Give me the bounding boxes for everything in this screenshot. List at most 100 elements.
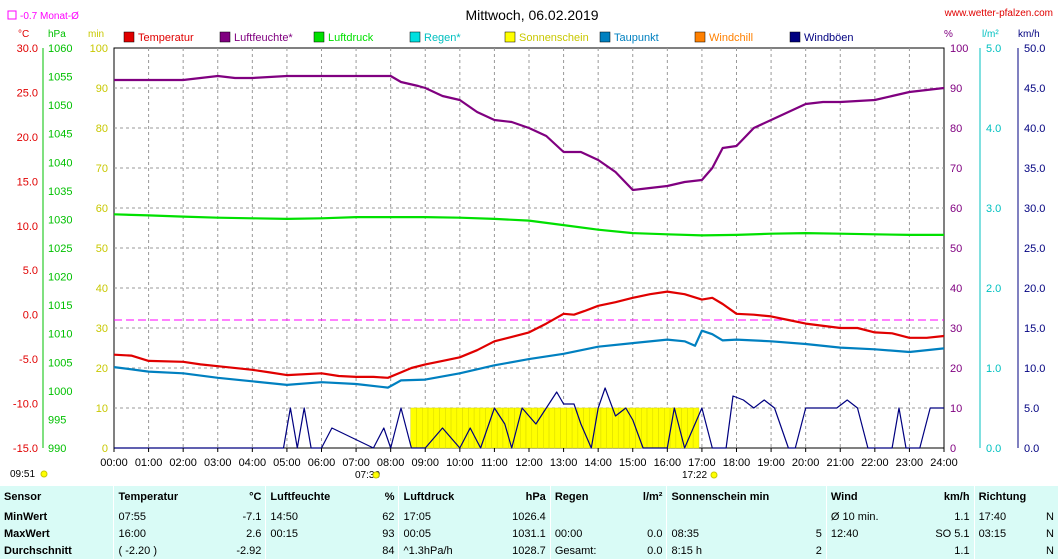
minutes-tick-label: 50 bbox=[96, 243, 108, 255]
stats-cell-w-time: 12:40 bbox=[825, 525, 911, 542]
sunshine-bar bbox=[617, 407, 625, 449]
press-tick-label: 1020 bbox=[48, 272, 72, 284]
press-tick-label: 1055 bbox=[48, 72, 72, 84]
hdr-sensor: Sensor bbox=[4, 491, 42, 503]
stats-cell-label: MinWert bbox=[4, 510, 48, 523]
stats-cell-r-val bbox=[625, 508, 667, 525]
unit-press: hPa bbox=[48, 29, 66, 40]
x-tick-label: 01:00 bbox=[135, 457, 163, 469]
wind-tick-label: 50.0 bbox=[1024, 43, 1045, 55]
stats-table: Sensor Temperatur °C Luftfeuchte % Luftd… bbox=[0, 486, 1058, 559]
minutes-tick-label: 70 bbox=[96, 163, 108, 175]
x-tick-label: 17:00 bbox=[688, 457, 716, 469]
hdr-humidity: Luftfeuchte bbox=[265, 486, 368, 508]
wind-tick-label: 25.0 bbox=[1024, 243, 1045, 255]
temp-tick-label: 20.0 bbox=[17, 132, 38, 144]
temp-tick-label: -10.0 bbox=[13, 399, 38, 411]
x-tick-label: 14:00 bbox=[584, 457, 612, 469]
stats-cell-w-time: Ø 10 min. bbox=[825, 508, 911, 525]
pct-tick-label: 80 bbox=[950, 123, 962, 135]
x-tick-label: 06:00 bbox=[308, 457, 336, 469]
stats-cell-w-val: 1.1 bbox=[954, 510, 970, 523]
x-tick-label: 18:00 bbox=[723, 457, 751, 469]
stats-cell-r-time: 00:00 bbox=[549, 525, 626, 542]
temp-tick-label: -5.0 bbox=[19, 354, 38, 366]
stats-cell-t-val: 2.6 bbox=[246, 527, 262, 540]
stats-row: MinWert 07:55 -7.1 14:50 62 17:05 1026.4 Ø 10 m… bbox=[0, 508, 1058, 525]
x-tick-label: 03:00 bbox=[204, 457, 232, 469]
wind-tick-label: 0.0 bbox=[1024, 443, 1039, 455]
month-avg-label: -0.7 Monat-Ø bbox=[20, 11, 79, 22]
sunshine-bar bbox=[456, 407, 463, 449]
legend-label-4: Sonnenschein bbox=[519, 32, 589, 44]
sunshine-bar bbox=[629, 407, 636, 449]
hdr-pressure-unit: hPa bbox=[525, 491, 546, 503]
sunshine-bar bbox=[606, 407, 613, 449]
sunrise-icon bbox=[372, 471, 380, 479]
source-link[interactable]: www.wetter-pfalzen.com bbox=[944, 8, 1053, 19]
x-tick-label: 16:00 bbox=[654, 457, 682, 469]
stats-cell-h-time: 00:15 bbox=[265, 525, 368, 542]
sunset-label: 17:22 bbox=[682, 470, 707, 481]
left-axes: 30.0 25.0 20.0 15.0 10.0 5.0 0.0 -5.0 -10.0 -15.0… bbox=[13, 43, 108, 455]
x-tick-label: 23:00 bbox=[896, 457, 924, 469]
wind-tick-label: 5.0 bbox=[1024, 403, 1039, 415]
sunshine-bar bbox=[531, 407, 538, 449]
hdr-direction: Richtung bbox=[973, 486, 1058, 508]
stats-cell-h-val: 84 bbox=[382, 544, 395, 557]
hdr-sunshine: Sonnenschein min bbox=[666, 486, 827, 508]
sunshine-bar bbox=[548, 407, 556, 449]
pct-tick-label: 40 bbox=[950, 283, 962, 295]
legend-label-1: Luftfeuchte* bbox=[234, 32, 293, 44]
x-tick-label: 04:00 bbox=[239, 457, 267, 469]
legend-label-6: Windchill bbox=[709, 32, 753, 44]
temp-tick-label: 15.0 bbox=[17, 176, 38, 188]
press-tick-label: 1030 bbox=[48, 214, 72, 226]
sunshine-bar bbox=[554, 407, 561, 449]
sunshine-bar bbox=[594, 407, 602, 449]
sunshine-bar bbox=[566, 407, 573, 449]
stats-cell-s-time: 08:35 bbox=[666, 525, 783, 542]
stats-row: Durchschnitt ( -2.20 ) -2.92 84 ^1.3hPa/h 102… bbox=[0, 542, 1058, 559]
stats-cell-t-time: 16:00 bbox=[113, 525, 216, 542]
legend-swatch-2 bbox=[313, 31, 325, 43]
hdr-temp-unit: °C bbox=[249, 491, 262, 503]
stats-cell-label: Durchschnitt bbox=[4, 544, 72, 557]
chart-title: Mittwoch, 06.02.2019 bbox=[465, 7, 598, 23]
minutes-tick-label: 10 bbox=[96, 403, 108, 415]
minutes-tick-label: 40 bbox=[96, 283, 108, 295]
pct-tick-label: 10 bbox=[950, 403, 962, 415]
pct-tick-label: 30 bbox=[950, 323, 962, 335]
series-line-taupunkt bbox=[113, 329, 945, 389]
legend-swatch-5 bbox=[599, 31, 611, 43]
stats-cell-p-time: ^1.3hPa/h bbox=[398, 542, 488, 559]
rain-tick-label: 1.0 bbox=[986, 363, 1001, 375]
left-time-icon bbox=[40, 470, 48, 478]
stats-cell-label: MaxWert bbox=[4, 527, 50, 540]
sunset-icon bbox=[710, 471, 718, 479]
stats-panel: Sensor Temperatur °C Luftfeuchte % Luftd… bbox=[0, 486, 1058, 559]
legend-label-2: Luftdruck bbox=[328, 32, 374, 44]
rain-tick-label: 3.0 bbox=[986, 203, 1001, 215]
legend-label-0: Temperatur bbox=[138, 32, 194, 44]
temp-tick-label: 25.0 bbox=[17, 87, 38, 99]
press-tick-label: 1040 bbox=[48, 157, 72, 169]
stats-cell-d-time: 17:40 bbox=[973, 508, 1033, 525]
temp-tick-label: -15.0 bbox=[13, 443, 38, 455]
minutes-tick-label: 0 bbox=[102, 443, 108, 455]
minutes-tick-label: 30 bbox=[96, 323, 108, 335]
sunshine-bar bbox=[658, 407, 665, 449]
pct-tick-label: 90 bbox=[950, 83, 962, 95]
stats-cell-w-val: 1.1 bbox=[954, 544, 970, 557]
wind-tick-label: 10.0 bbox=[1024, 363, 1045, 375]
pct-tick-label: 50 bbox=[950, 243, 962, 255]
stats-cell-h-val: 93 bbox=[382, 527, 395, 540]
series-line-temperatur bbox=[113, 290, 945, 379]
stats-cell-h-time bbox=[265, 542, 368, 559]
stats-cell-s-time: 8:15 h bbox=[666, 542, 783, 559]
right-axes: 10090807060504030201005.04.03.02.01.00.0… bbox=[950, 43, 1045, 455]
hdr-wind-unit: km/h bbox=[943, 491, 970, 503]
sunshine-bar bbox=[543, 407, 550, 449]
legend: Temperatur Luftfeuchte* Luftdruck Regen* Son… bbox=[123, 31, 854, 44]
temp-tick-label: 0.0 bbox=[23, 310, 38, 322]
